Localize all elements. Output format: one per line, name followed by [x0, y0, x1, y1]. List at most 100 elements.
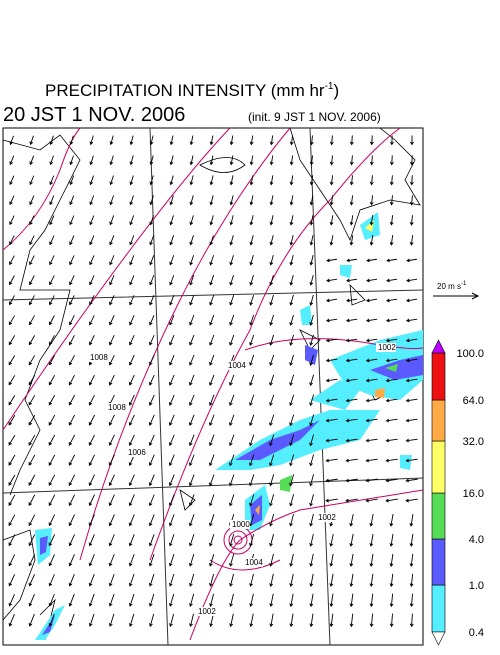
wind-arrow: [269, 314, 274, 326]
wind-arrow: [269, 354, 275, 366]
wind-arrow: [189, 195, 194, 206]
wind-arrow: [209, 414, 215, 427]
wind-arrow: [269, 593, 274, 608]
wind-arrow: [385, 418, 398, 423]
wind-arrow: [8, 554, 16, 567]
wind-arrow: [345, 438, 358, 443]
wind-arrow: [148, 354, 155, 366]
wind-arrow: [405, 338, 418, 343]
wind-arrow: [289, 454, 295, 467]
wind-arrow: [89, 295, 95, 306]
wind-arrow: [89, 175, 94, 186]
wind-arrow: [369, 135, 374, 146]
wind-arrow: [89, 155, 94, 166]
isobar-label-bg: [230, 520, 250, 529]
wind-arrow: [148, 374, 155, 386]
wind-arrow: [109, 155, 114, 166]
wind-arrow: [189, 175, 194, 186]
wind-arrow: [329, 195, 334, 206]
wind-arrow: [229, 314, 235, 326]
wind-arrow: [208, 514, 215, 527]
wind-arrow: [209, 255, 214, 266]
wind-arrow: [345, 358, 358, 363]
wind-arrow: [349, 533, 354, 547]
wind-arrow: [309, 533, 314, 547]
wind-arrow: [149, 613, 155, 627]
wind-arrow: [208, 454, 215, 467]
wind-arrow: [229, 155, 234, 166]
wind-arrow: [289, 255, 294, 266]
wind-arrow: [365, 398, 378, 403]
isobar-label-bg: [376, 343, 396, 352]
wind-arrow: [309, 414, 315, 427]
wind-arrow: [88, 315, 95, 326]
wind-arrow: [289, 135, 294, 146]
wind-arrow: [209, 394, 215, 406]
wind-arrow: [29, 195, 35, 206]
wind-arrow: [69, 175, 75, 186]
wind-arrow: [405, 318, 418, 323]
wind-arrow: [349, 613, 354, 628]
wind-arrow: [128, 494, 135, 507]
wind-arrow: [365, 458, 378, 463]
wind-arrow: [169, 295, 175, 306]
wind-arrow: [269, 553, 274, 567]
wind-arrow: [349, 135, 354, 146]
wind-arrow: [389, 533, 394, 547]
wind-arrow: [68, 414, 76, 426]
wind-arrow: [28, 534, 36, 547]
wind-arrow: [48, 414, 56, 426]
wind-arrow: [329, 573, 334, 588]
wind-arrow: [229, 593, 234, 608]
wind-arrow: [329, 155, 334, 166]
isobar-label-bg: [243, 558, 263, 567]
wind-arrow: [28, 613, 35, 627]
wind-arrow: [309, 593, 314, 608]
wind-arrow: [249, 434, 255, 447]
wind-arrow: [8, 594, 15, 607]
wind-arrow: [309, 354, 314, 367]
wind-arrow: [88, 374, 95, 386]
wind-arrow: [325, 378, 338, 383]
wind-arrow: [209, 573, 215, 587]
wind-arrow: [389, 155, 394, 166]
wind-arrow: [128, 374, 135, 386]
wind-arrow: [129, 195, 134, 206]
wind-arrow: [289, 354, 295, 366]
wind-arrow: [209, 294, 215, 306]
wind-arrow: [326, 258, 338, 263]
wind-arrow: [369, 593, 374, 608]
wind-arrow: [345, 498, 358, 503]
wind-arrow: [229, 534, 235, 547]
wind-arrow: [189, 135, 194, 146]
wind-arrow: [329, 175, 334, 186]
wind-arrow: [405, 378, 418, 383]
wind-arrow: [8, 454, 16, 466]
wind-arrow: [409, 195, 414, 206]
wind-arrow: [269, 155, 274, 166]
wind-arrow: [325, 338, 338, 343]
wind-arrow: [128, 613, 135, 627]
wind-arrow: [8, 434, 16, 446]
wind-arrow: [289, 533, 294, 547]
wind-arrow: [369, 553, 374, 567]
wind-arrow: [269, 414, 275, 427]
wind-arrow: [325, 398, 338, 403]
wind-arrow: [405, 358, 418, 363]
wind-arrow: [249, 494, 255, 507]
wind-arrow: [49, 255, 55, 266]
colorbar-segment: [431, 440, 446, 494]
wind-arrow: [149, 315, 155, 326]
wind-arrow: [229, 195, 234, 206]
wind-arrow: [249, 135, 254, 146]
wind-arrow: [168, 394, 175, 406]
wind-arrow: [289, 274, 294, 286]
wind-arrow: [386, 258, 398, 263]
wind-arrow: [289, 195, 294, 206]
isobar-label-bg: [126, 448, 146, 457]
wind-arrow: [208, 434, 215, 447]
wind-arrow: [369, 155, 374, 166]
wind-arrow: [309, 135, 314, 146]
wind-arrow: [209, 275, 215, 286]
